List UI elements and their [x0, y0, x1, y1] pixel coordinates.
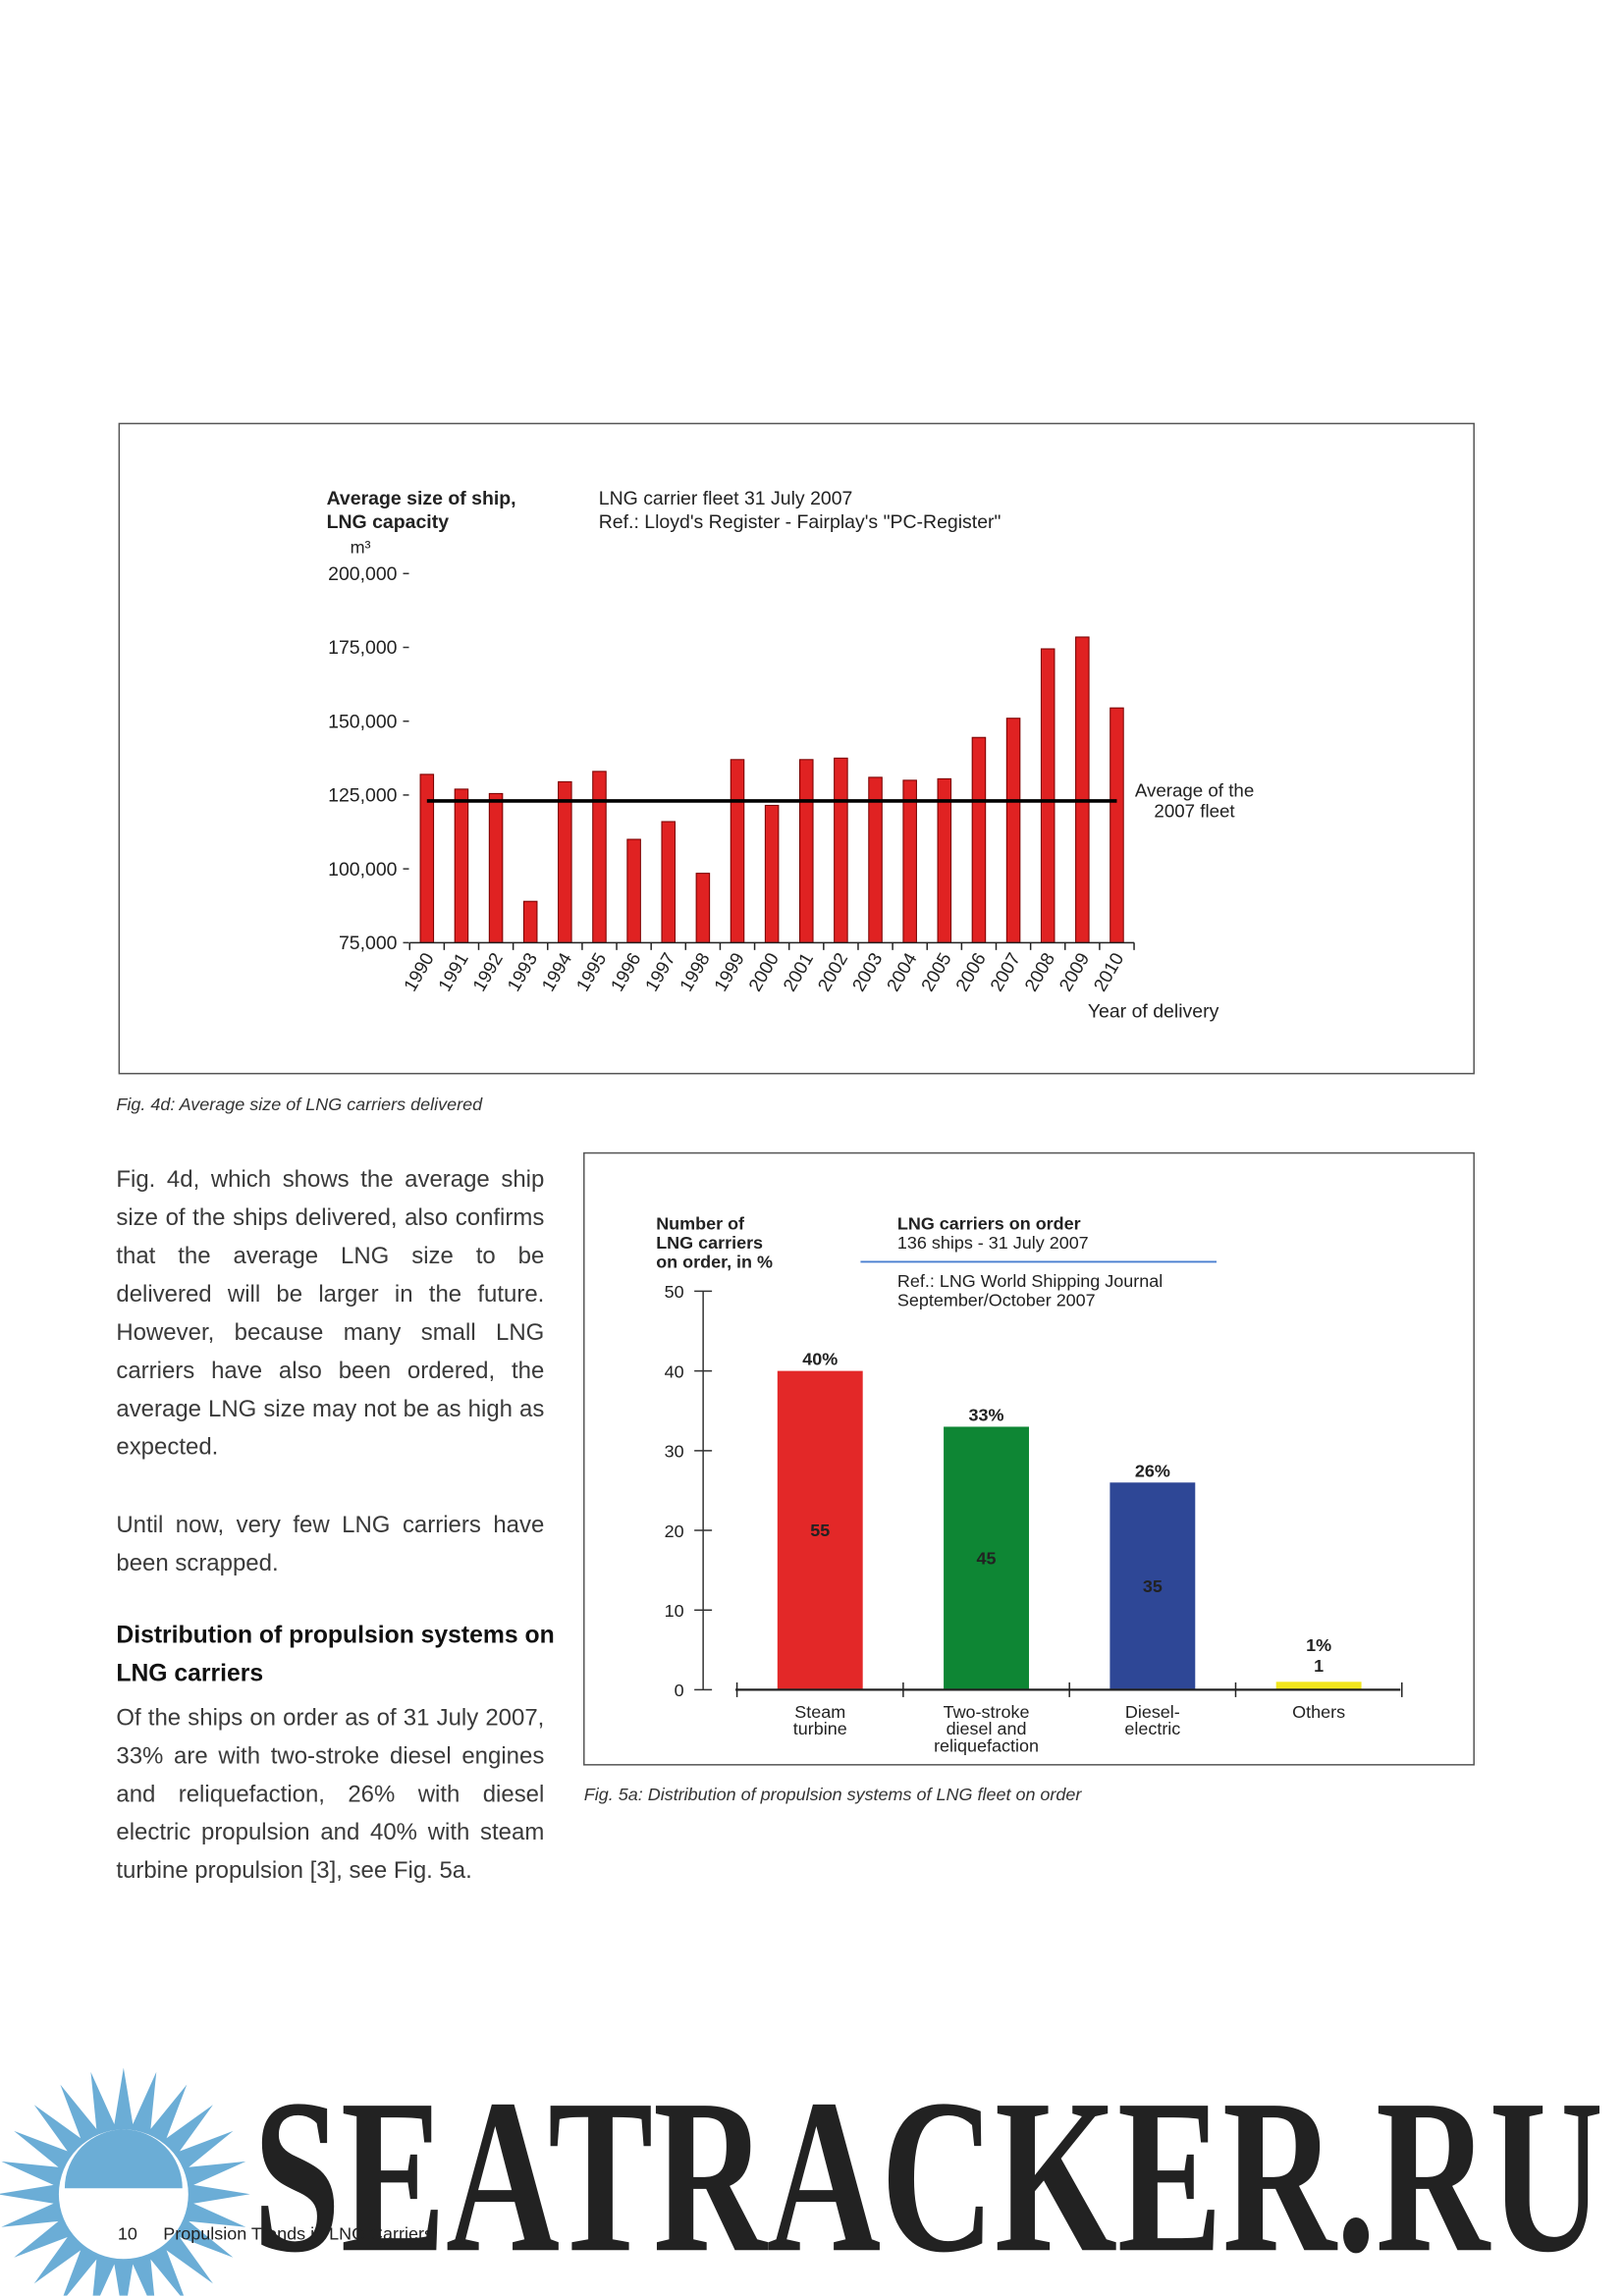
- y-tick-label: 125,000: [328, 785, 398, 807]
- x-tick-label: 1996: [607, 949, 645, 995]
- bar: [592, 771, 607, 943]
- x-tick-label: 2007: [986, 949, 1024, 995]
- bar: [902, 779, 917, 943]
- bar: [834, 757, 848, 943]
- x-tick-label: 2008: [1020, 949, 1058, 995]
- y-tick-label: 10: [665, 1601, 684, 1621]
- y-tick-label: 150,000: [328, 711, 398, 732]
- paragraph: Of the ships on order as of 31 July 2007…: [116, 1705, 545, 1885]
- y-tick-label: 75,000: [339, 933, 398, 954]
- bar: [1005, 718, 1021, 943]
- x-tick-label: 2000: [744, 949, 783, 995]
- x-tick-label: 1993: [503, 949, 541, 995]
- bar: [730, 759, 745, 943]
- y-axis-title: Average size of ship, LNG capacity: [327, 488, 516, 533]
- average-label: Average of the 2007 fleet: [1135, 779, 1254, 821]
- bar: [1110, 707, 1124, 943]
- x-tick-label: 2001: [779, 949, 817, 995]
- chart-title: LNG carriers on order: [897, 1213, 1081, 1233]
- x-tick-label: Two-stroke diesel and reliquefaction: [934, 1702, 1039, 1755]
- y-tick-label: 0: [675, 1681, 684, 1700]
- page-number: 10: [118, 2224, 137, 2244]
- bar: [937, 777, 952, 943]
- x-tick-label: 2004: [883, 949, 921, 995]
- paragraph: Fig. 4d, which shows the average ship si…: [116, 1167, 545, 1461]
- bar: [454, 788, 469, 943]
- bar: [488, 792, 504, 943]
- footer-title: Propulsion Trends in LNG Carriers: [163, 2224, 433, 2244]
- bar: [626, 838, 641, 943]
- x-axis-title: Year of delivery: [1088, 1001, 1219, 1023]
- y-tick-label: 50: [665, 1282, 684, 1302]
- figure-caption: Fig. 5a: Distribution of propulsion syst…: [583, 1784, 1082, 1805]
- chart-source: Ref.: LNG World Shipping Journal Septembe…: [897, 1271, 1163, 1309]
- count-label: 45: [977, 1548, 997, 1568]
- chart-subtitle: LNG carrier fleet 31 July 2007: [599, 488, 853, 509]
- chart-source: Ref.: Lloyd's Register - Fairplay's "PC-…: [599, 511, 1001, 533]
- figure-frame: [118, 422, 1475, 1075]
- count-label: 1: [1314, 1656, 1324, 1676]
- paragraph: Until now, very few LNG carriers have be…: [116, 1513, 545, 1577]
- count-label: 55: [810, 1521, 830, 1540]
- bar: [944, 1426, 1029, 1690]
- bar: [522, 900, 538, 943]
- bar: [1040, 648, 1056, 943]
- bar: [558, 780, 572, 943]
- watermark: SEATRACKER.RU: [253, 2054, 1603, 2295]
- x-tick-label: 1991: [434, 949, 472, 995]
- x-tick-label: 2005: [917, 949, 955, 995]
- value-label: 26%: [1135, 1461, 1170, 1480]
- x-tick-label: 2002: [813, 949, 851, 995]
- bar: [971, 736, 987, 943]
- bar: [777, 1370, 863, 1690]
- y-tick-label: 40: [665, 1362, 684, 1381]
- y-tick-label: 175,000: [328, 637, 398, 659]
- x-tick-label: 1999: [710, 949, 748, 995]
- x-tick-label: 1998: [676, 949, 714, 995]
- x-tick-label: Steam turbine: [793, 1702, 847, 1738]
- section-heading: Distribution of propulsion systems on LN…: [116, 1622, 555, 1687]
- y-tick-label: 200,000: [328, 563, 398, 585]
- x-tick-label: 1995: [571, 949, 610, 995]
- bar: [1275, 1682, 1362, 1690]
- x-tick-label: Others: [1292, 1702, 1345, 1722]
- x-tick-label: 1990: [400, 949, 438, 995]
- bar: [1110, 1482, 1196, 1690]
- x-tick-label: 1992: [468, 949, 507, 995]
- value-label: 33%: [969, 1405, 1004, 1424]
- x-tick-label: 2006: [951, 949, 990, 995]
- y-tick-label: 100,000: [328, 859, 398, 881]
- y-axis-title: Number of LNG carriers on order, in %: [656, 1213, 773, 1271]
- logo-sun: [64, 2129, 183, 2189]
- y-tick-label: 20: [665, 1522, 684, 1541]
- x-tick-label: 2009: [1055, 949, 1093, 995]
- y-tick-label: 30: [665, 1442, 684, 1462]
- chart-subtitle: 136 ships - 31 July 2007: [897, 1233, 1089, 1253]
- x-tick-label: 2003: [847, 949, 886, 995]
- bar: [799, 759, 814, 943]
- y-unit: m³: [351, 537, 371, 557]
- x-tick-label: Diesel-electric: [1124, 1702, 1180, 1738]
- figure-frame: [583, 1151, 1475, 1766]
- value-label: 40%: [802, 1350, 838, 1369]
- count-label: 35: [1143, 1576, 1163, 1596]
- bar: [661, 821, 677, 943]
- bar: [1075, 636, 1090, 943]
- bar: [764, 804, 780, 943]
- x-tick-label: 2010: [1089, 949, 1127, 995]
- value-label: 1%: [1306, 1635, 1331, 1655]
- bar: [695, 873, 711, 943]
- x-tick-label: 1994: [537, 949, 575, 995]
- watermark-logo: [0, 2067, 250, 2296]
- figure-caption: Fig. 4d: Average size of LNG carriers de…: [116, 1094, 483, 1115]
- x-tick-label: 1997: [641, 949, 679, 995]
